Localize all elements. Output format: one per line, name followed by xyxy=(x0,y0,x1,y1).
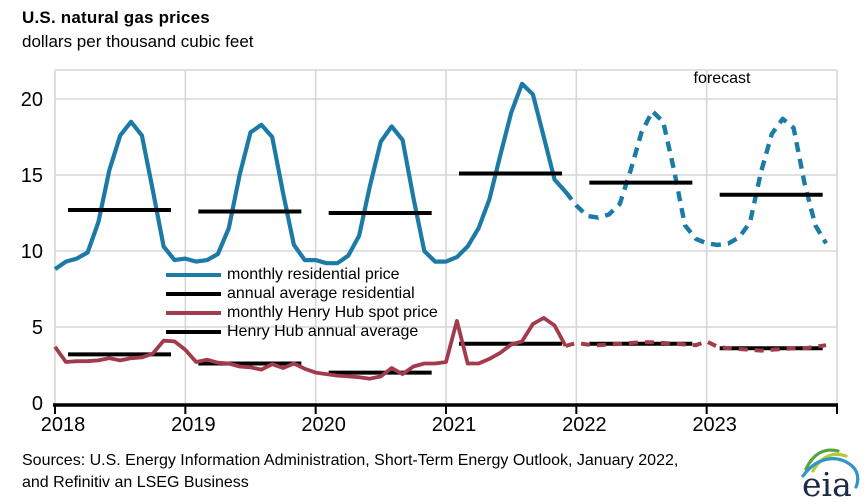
page-title: U.S. natural gas prices xyxy=(22,8,210,27)
sources-line1: Sources: U.S. Energy Information Adminis… xyxy=(22,452,679,469)
eia-logo-text: eia xyxy=(802,465,852,502)
legend-swatch-henry-hub xyxy=(166,310,221,315)
henry-hub-line-history xyxy=(53,315,568,381)
x-tick-label: 2019 xyxy=(171,414,216,436)
x-tick-label: 2023 xyxy=(692,414,737,436)
legend-swatch-residential xyxy=(166,272,221,277)
legend-item-henry-hub-annual-average: Henry Hub annual average xyxy=(166,322,438,341)
legend-item-monthly-residential: monthly residential price xyxy=(166,265,438,284)
legend-label: Henry Hub annual average xyxy=(227,323,419,340)
legend-label: annual average residential xyxy=(227,285,415,302)
eia-logo-blue-arc xyxy=(801,457,860,489)
eia-logo-green-arc xyxy=(804,448,840,471)
henry-hub-line-forecast xyxy=(564,339,827,353)
y-tick-label: 0 xyxy=(32,393,43,415)
legend-item-monthly-henry-hub: monthly Henry Hub spot price xyxy=(166,303,438,322)
chart-legend: monthly residential price annual average… xyxy=(166,265,438,341)
legend-label: monthly Henry Hub spot price xyxy=(227,304,438,321)
eia-logo-yellow-arc xyxy=(811,452,848,473)
legend-label: monthly residential price xyxy=(227,266,400,283)
x-tick-label: 2022 xyxy=(562,414,607,436)
sources-line2: and Refinitiv an LSEG Business xyxy=(22,474,249,491)
x-tick-label: 2018 xyxy=(41,414,86,436)
residential-line-forecast xyxy=(563,108,828,248)
y-tick-label: 5 xyxy=(32,317,43,339)
sources-text: Sources: U.S. Energy Information Adminis… xyxy=(22,450,678,494)
y-tick-label: 20 xyxy=(21,89,43,111)
y-tick-label: 10 xyxy=(21,241,43,263)
x-tick-label: 2020 xyxy=(301,414,346,436)
residential-line-history xyxy=(53,81,568,271)
forecast-annotation: forecast xyxy=(693,70,751,87)
y-tick-label: 15 xyxy=(21,165,43,187)
legend-swatch-annual-residential xyxy=(166,291,221,296)
legend-swatch-annual-henry-hub xyxy=(166,329,221,334)
x-tick-label: 2021 xyxy=(432,414,477,436)
chart-svg: 0 5 10 15 20 2018 2019 2020 2021 2022 2023 xyxy=(21,69,838,436)
legend-item-annual-average-residential: annual average residential xyxy=(166,284,438,303)
eia-logo: eia xyxy=(801,448,860,502)
page-subtitle: dollars per thousand cubic feet xyxy=(22,32,254,51)
chart: 0 5 10 15 20 2018 2019 2020 2021 2022 2023 forecas… xyxy=(21,69,838,436)
